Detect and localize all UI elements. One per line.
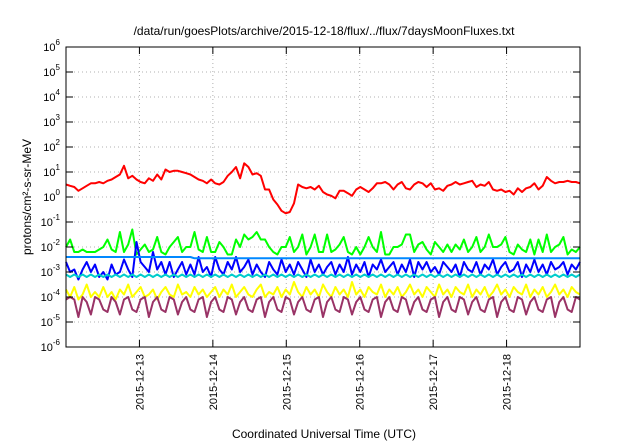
y-tick-label: 10-1 bbox=[41, 213, 61, 229]
y-tick-label: 105 bbox=[43, 63, 60, 79]
x-tick-label: 2015-12-14 bbox=[208, 354, 220, 410]
y-tick-label: 102 bbox=[43, 138, 60, 154]
x-axis-label: Coordinated Universal Time (UTC) bbox=[232, 427, 416, 441]
series-line-6 bbox=[65, 281, 581, 301]
y-tick-label: 10-2 bbox=[41, 238, 61, 254]
y-tick-label: 104 bbox=[43, 88, 60, 104]
y-tick-label: 10-6 bbox=[41, 338, 61, 354]
y-axis: 10-6 10-5 10-4 10-3 10-2 10-1 100 101 102 103 104 1… bbox=[41, 38, 580, 354]
series-line-1 bbox=[65, 162, 581, 215]
y-tick-label: 103 bbox=[43, 113, 60, 129]
y-tick-label: 10-5 bbox=[41, 313, 61, 329]
x-axis: 2015-12-13 2015-12-14 2015-12-15 2015-12-16… bbox=[134, 47, 514, 410]
x-tick-label: 2015-12-17 bbox=[428, 354, 440, 410]
chart-title: /data/run/goesPlots/archive/2015-12-18/f… bbox=[134, 24, 516, 38]
x-tick-label: 2015-12-16 bbox=[355, 354, 367, 410]
series-group bbox=[65, 162, 581, 318]
x-tick-label: 2015-12-13 bbox=[134, 354, 146, 410]
y-tick-label: 100 bbox=[43, 188, 60, 204]
series-line-7 bbox=[65, 296, 581, 318]
series-line-4 bbox=[66, 256, 580, 260]
series-line-2 bbox=[65, 228, 581, 256]
grid-lines bbox=[66, 47, 580, 347]
y-tick-label: 10-4 bbox=[41, 288, 61, 304]
y-tick-label: 101 bbox=[43, 163, 60, 179]
x-tick-label: 2015-12-15 bbox=[281, 354, 293, 410]
x-tick-label: 2015-12-18 bbox=[502, 354, 514, 410]
series-line-5 bbox=[65, 273, 581, 278]
y-axis-label: protons/cm²-s-sr-MeV bbox=[20, 139, 34, 255]
y-tick-label: 106 bbox=[43, 38, 60, 54]
y-tick-label: 10-3 bbox=[41, 263, 61, 279]
